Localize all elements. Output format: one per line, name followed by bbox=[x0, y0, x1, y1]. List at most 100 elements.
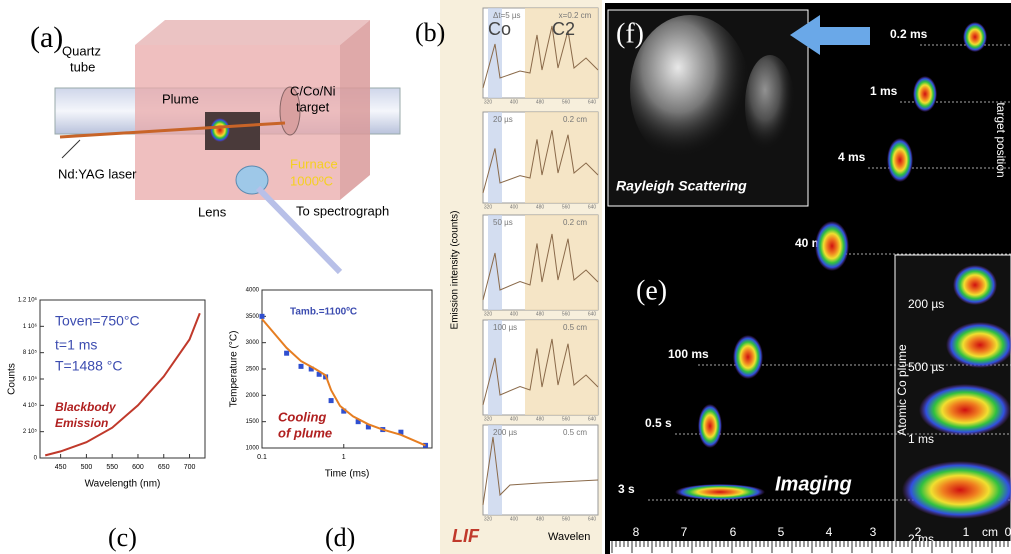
co-band bbox=[488, 215, 502, 310]
inset-label: Atomic Co plume bbox=[895, 344, 909, 436]
inset-image bbox=[953, 265, 997, 305]
x-tick-label: 640 bbox=[588, 311, 597, 317]
x-tick-label: 400 bbox=[510, 516, 519, 522]
note: of plume bbox=[278, 425, 332, 440]
x-tick-label: 500 bbox=[81, 464, 93, 471]
x-tick-label: 0.1 bbox=[257, 454, 267, 461]
annotation: t=1 ms bbox=[55, 337, 97, 353]
spectrum-time: 100 µs bbox=[493, 323, 517, 332]
lif-label: LIF bbox=[452, 526, 480, 546]
y-tick-label: 1500 bbox=[246, 419, 260, 425]
x-tick-label: 480 bbox=[536, 204, 545, 210]
time-label: 3 s bbox=[618, 482, 635, 496]
spectrum-position: x=0.2 cm bbox=[559, 11, 592, 20]
x-tick-label: 320 bbox=[484, 204, 493, 210]
plume-image bbox=[733, 335, 763, 379]
y-tick-label: 3500 bbox=[246, 314, 260, 320]
co-band bbox=[488, 425, 502, 515]
spectrum-time: Δt=5 µs bbox=[493, 11, 521, 20]
x-axis-label: Wavelength (nm) bbox=[85, 479, 161, 490]
x-tick-label: 640 bbox=[588, 204, 597, 210]
c2-band bbox=[525, 112, 598, 203]
y-tick-label: 1 10⁶ bbox=[23, 323, 38, 330]
y-tick-label: 4000 bbox=[246, 288, 260, 294]
spectrum bbox=[482, 130, 599, 194]
spectrum bbox=[482, 25, 599, 89]
data-point bbox=[423, 442, 429, 448]
data-point bbox=[341, 408, 347, 414]
annotation: Tamb.=1100ºC bbox=[290, 307, 357, 318]
lens-label: Lens bbox=[198, 204, 227, 219]
y-tick-label: 1000 bbox=[246, 446, 260, 452]
co-band bbox=[488, 320, 502, 415]
x-tick-label: 400 bbox=[510, 311, 519, 317]
spectrum-frame bbox=[482, 424, 599, 516]
ruler-label: cm bbox=[982, 525, 998, 539]
y-tick-label: 3000 bbox=[246, 340, 260, 346]
panel-label: (e) bbox=[636, 275, 667, 306]
apparatus bbox=[54, 20, 401, 275]
spectrum-time: 20 µs bbox=[493, 115, 513, 124]
y-tick-label: 1.2 10⁶ bbox=[18, 297, 38, 304]
arrow bbox=[790, 15, 870, 55]
annotation: T=1488 °C bbox=[55, 358, 122, 374]
x-tick-label: 560 bbox=[562, 416, 571, 422]
x-tick-label: 640 bbox=[588, 99, 597, 105]
inset-image bbox=[919, 384, 1011, 436]
y-tick-label: 2500 bbox=[246, 367, 260, 373]
inset-image bbox=[902, 461, 1011, 519]
plume-image bbox=[815, 221, 849, 271]
time-label: 4 ms bbox=[838, 150, 866, 164]
y-tick-label: 0 bbox=[34, 456, 38, 462]
target-label: target bbox=[296, 99, 330, 114]
spectrum bbox=[482, 436, 599, 506]
data-point bbox=[328, 398, 334, 404]
x-tick-label: 480 bbox=[536, 416, 545, 422]
co-band bbox=[488, 8, 502, 98]
furnace-top bbox=[135, 20, 370, 45]
plume-image bbox=[963, 22, 987, 52]
x-axis-label: Wavelen bbox=[548, 531, 590, 543]
spectrum-position: 0.5 cm bbox=[563, 323, 587, 332]
data-point bbox=[365, 424, 371, 430]
x-axis-label: Time (ms) bbox=[325, 469, 370, 480]
panel-label: (c) bbox=[108, 523, 137, 552]
x-tick-label: 400 bbox=[510, 204, 519, 210]
time-label: 100 ms bbox=[668, 347, 709, 361]
y-axis-label: Counts bbox=[7, 363, 18, 395]
plume-image bbox=[913, 76, 937, 112]
data-point bbox=[308, 366, 314, 372]
furnace-side bbox=[340, 20, 370, 200]
time-label: 1 ms bbox=[870, 84, 898, 98]
x-tick-label: 320 bbox=[484, 311, 493, 317]
note: Emission bbox=[55, 416, 108, 430]
x-tick-label: 560 bbox=[562, 311, 571, 317]
ruler-label: 7 bbox=[681, 525, 688, 539]
panel-label: (a) bbox=[30, 21, 63, 54]
inset-image bbox=[946, 322, 1011, 368]
rayleigh-plume bbox=[630, 15, 750, 165]
tube-label: Quartz bbox=[62, 43, 101, 58]
furnace-label: 1000ºC bbox=[290, 173, 333, 188]
annotation: Toven=750°C bbox=[55, 313, 140, 329]
tube-label: tube bbox=[70, 59, 95, 74]
x-tick-label: 450 bbox=[55, 464, 67, 471]
laser-beam bbox=[59, 121, 286, 139]
x-tick-label: 400 bbox=[510, 416, 519, 422]
plume-label: Plume bbox=[162, 91, 199, 106]
ruler bbox=[610, 541, 1011, 554]
y-tick-label: 6 10⁵ bbox=[23, 376, 38, 383]
caption: Rayleigh Scattering bbox=[616, 178, 747, 194]
c2-label: C2 bbox=[552, 19, 575, 39]
x-tick-label: 480 bbox=[536, 99, 545, 105]
data-line bbox=[44, 312, 201, 457]
x-tick-label: 560 bbox=[562, 204, 571, 210]
data-point bbox=[259, 313, 265, 319]
ruler-label: 3 bbox=[870, 525, 877, 539]
x-tick-label: 560 bbox=[562, 516, 571, 522]
data-point bbox=[298, 363, 304, 369]
x-tick-label: 320 bbox=[484, 99, 493, 105]
c2-band bbox=[525, 215, 598, 310]
ruler-label: 4 bbox=[826, 525, 833, 539]
time-label: 0.2 ms bbox=[890, 27, 928, 41]
